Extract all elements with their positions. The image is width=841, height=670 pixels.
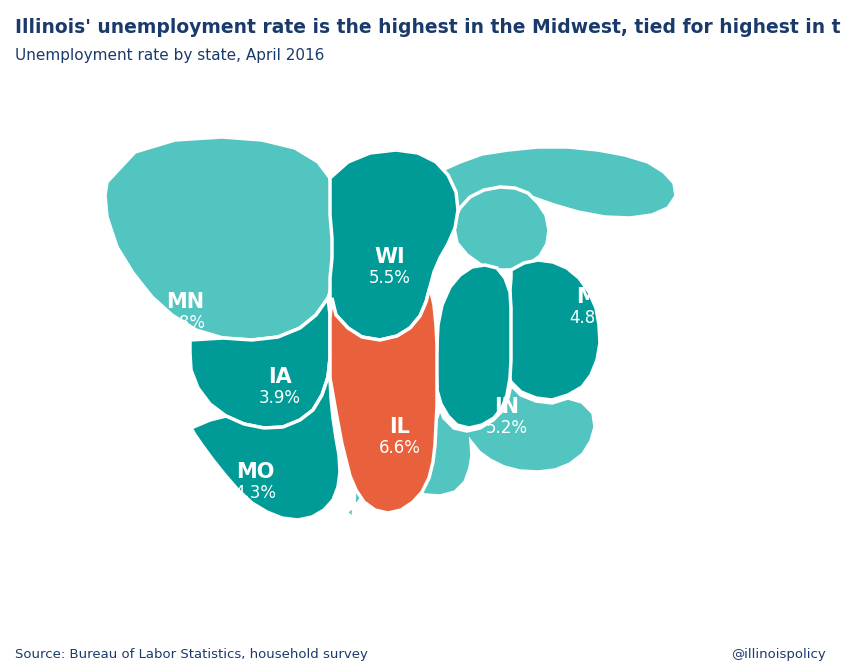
Text: IL: IL: [389, 417, 410, 437]
Polygon shape: [105, 137, 334, 340]
Text: MI: MI: [576, 287, 604, 307]
Text: 3.9%: 3.9%: [259, 389, 301, 407]
Polygon shape: [330, 150, 458, 340]
Text: KY: KY: [559, 487, 590, 507]
Polygon shape: [454, 187, 549, 270]
Text: OH: OH: [607, 362, 643, 382]
Text: 5.5%: 5.5%: [369, 269, 411, 287]
Text: MO: MO: [235, 462, 274, 482]
Text: Source: Bureau of Labor Statistics, household survey: Source: Bureau of Labor Statistics, hous…: [15, 648, 368, 661]
Polygon shape: [428, 147, 676, 220]
Polygon shape: [346, 385, 595, 520]
Text: 5.3%: 5.3%: [554, 509, 596, 527]
Text: Illinois' unemployment rate is the highest in the Midwest, tied for highest in t: Illinois' unemployment rate is the highe…: [15, 18, 841, 37]
Text: @illinoispolicy: @illinoispolicy: [732, 648, 826, 661]
Polygon shape: [506, 260, 600, 400]
Text: WI: WI: [375, 247, 405, 267]
Text: IA: IA: [268, 367, 292, 387]
Text: 4.8%: 4.8%: [569, 309, 611, 327]
Text: 5.2%: 5.2%: [604, 384, 646, 402]
Polygon shape: [190, 298, 330, 428]
Text: 6.6%: 6.6%: [379, 439, 421, 457]
Polygon shape: [436, 265, 511, 428]
Text: 4.3%: 4.3%: [234, 484, 276, 502]
Polygon shape: [330, 287, 437, 513]
Text: IN: IN: [495, 397, 520, 417]
Text: 5.2%: 5.2%: [486, 419, 528, 437]
Polygon shape: [191, 358, 340, 520]
Text: 3.8%: 3.8%: [164, 314, 206, 332]
Text: MN: MN: [166, 292, 204, 312]
Text: Unemployment rate by state, April 2016: Unemployment rate by state, April 2016: [15, 48, 325, 63]
